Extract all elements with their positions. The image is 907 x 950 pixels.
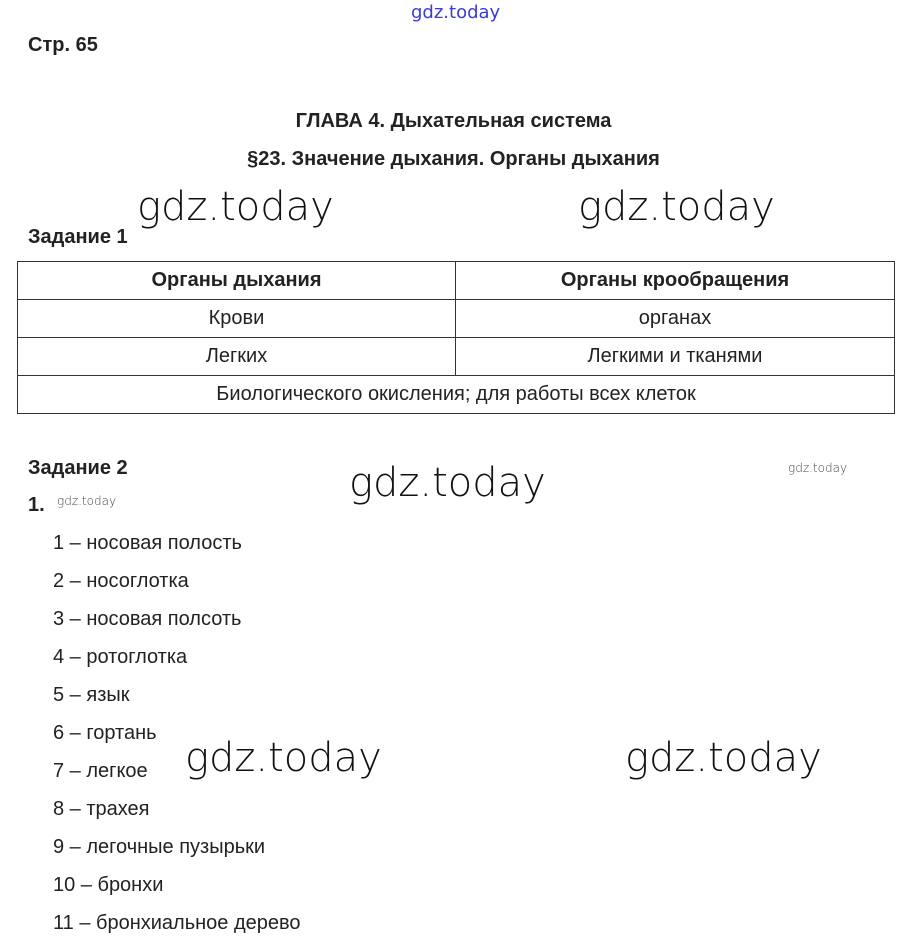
task2-title: Задание 2 xyxy=(28,457,128,479)
table-cell: Легких xyxy=(17,337,456,376)
watermark: gdz.today xyxy=(185,735,382,781)
table-row: Крови органах xyxy=(17,299,895,338)
chapter-title: ГЛАВА 4. Дыхательная система xyxy=(295,110,612,132)
task1-title: Задание 1 xyxy=(28,226,128,248)
task1-table: Органы дыхания Органы крообращения Крови… xyxy=(17,261,895,414)
page-label: Стр. 65 xyxy=(28,34,98,56)
table-header-row: Органы дыхания Органы крообращения xyxy=(17,261,895,300)
table-cell: органах xyxy=(455,299,895,338)
section-title: §23. Значение дыхания. Органы дыхания xyxy=(247,148,660,170)
list-item: 8 – трахея xyxy=(53,798,150,820)
list-item: 3 – носовая полсоть xyxy=(53,608,242,630)
table-cell: Крови xyxy=(17,299,456,338)
list-item: 2 – носоглотка xyxy=(53,570,189,592)
list-item: 11 – бронхиальное дерево xyxy=(53,912,301,934)
table-header: Органы крообращения xyxy=(455,261,895,300)
table-cell: Легкими и тканями xyxy=(455,337,895,376)
watermark-small: gdz.today xyxy=(788,461,848,475)
watermark-top: gdz.today xyxy=(411,2,501,23)
task2-number: 1. xyxy=(28,494,45,516)
table-header: Органы дыхания xyxy=(17,261,456,300)
table-row: Биологического окисления; для работы все… xyxy=(17,375,895,414)
table-footer-cell: Биологического окисления; для работы все… xyxy=(17,375,895,414)
list-item: 1 – носовая полость xyxy=(53,532,242,554)
watermark-small: gdz.today xyxy=(57,494,117,508)
watermark: gdz.today xyxy=(625,735,822,781)
list-item: 6 – гортань xyxy=(53,722,157,744)
list-item: 4 – ротоглотка xyxy=(53,646,188,668)
list-item: 7 – легкое xyxy=(53,760,148,782)
watermark: gdz.today xyxy=(137,184,334,230)
watermark: gdz.today xyxy=(349,460,546,506)
table-row: Легких Легкими и тканями xyxy=(17,337,895,376)
list-item: 9 – легочные пузырьки xyxy=(53,836,266,858)
watermark: gdz.today xyxy=(578,184,775,230)
list-item: 5 – язык xyxy=(53,684,130,706)
list-item: 10 – бронхи xyxy=(53,874,164,896)
